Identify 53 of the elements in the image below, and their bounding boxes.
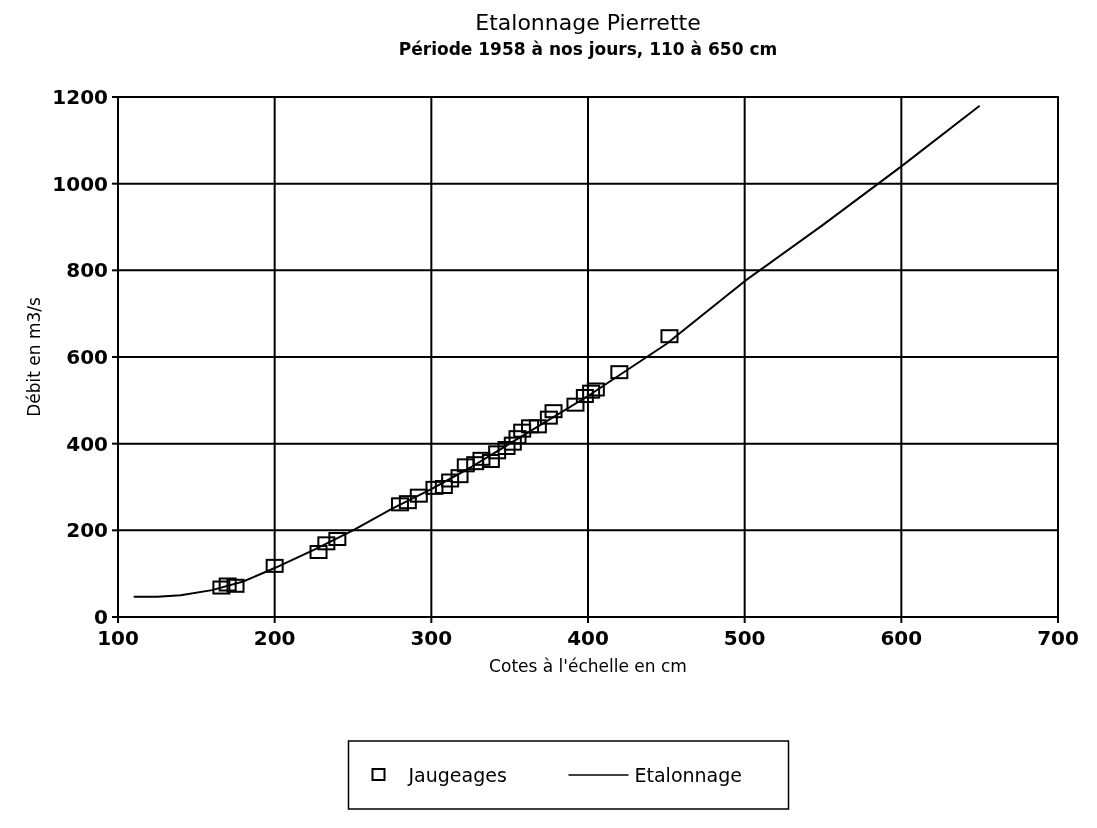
point [472,451,491,466]
point [586,382,605,397]
point [434,480,453,494]
point [265,558,284,573]
point [218,577,237,592]
point [328,532,347,546]
chart-title: Etalonnage Pierrette [475,10,701,35]
y-axis-title: Débit en m3/s [24,296,44,417]
point [466,456,485,471]
y-tick-label: 1000 [52,171,108,196]
point [539,410,558,425]
point [521,419,540,434]
point [212,580,231,595]
point [309,545,328,559]
x-tick-label: 400 [567,626,609,650]
point [226,578,245,593]
point [481,454,500,468]
point [497,441,516,455]
point [544,404,563,419]
point [425,480,444,495]
x-tick-label: 200 [253,626,296,650]
point [582,384,601,399]
point [660,329,679,344]
point [566,397,585,412]
x-tick-label: 300 [410,626,453,650]
y-tick-label: 800 [66,258,108,283]
x-tick-label: 700 [1037,626,1079,650]
point [398,495,417,510]
point [391,497,409,512]
point [456,458,475,473]
y-tick-label: 200 [66,518,108,543]
x-tick-label: 500 [723,626,766,650]
point [513,423,532,438]
legend-label: Etalonnage [634,764,742,786]
point [317,536,336,551]
point [610,365,629,380]
point [528,419,547,434]
point [575,389,594,403]
x-tick-label: 600 [880,626,923,650]
y-tick-label: 400 [66,431,108,456]
legend-label: Jaugeages [407,764,507,786]
y-tick-label: 1200 [52,85,108,109]
y-tick-label: 600 [66,345,108,369]
point [441,473,460,488]
y-tick-label: 0 [94,605,108,629]
chart-subtitle: Période 1958 à nos jours, 110 à 650 cm [398,39,778,59]
point [450,469,469,484]
x-axis-title: Cotes à l'échelle en cm [489,656,687,676]
point [503,436,522,451]
x-tick-label: 100 [97,626,139,650]
point [488,445,507,460]
point [409,488,428,503]
point [508,430,527,445]
